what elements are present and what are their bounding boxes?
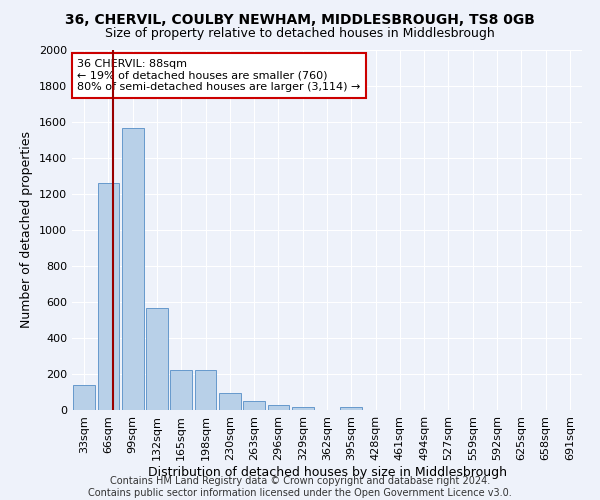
Bar <box>194 370 217 410</box>
Bar <box>170 370 192 410</box>
Text: 36 CHERVIL: 88sqm
← 19% of detached houses are smaller (760)
80% of semi-detache: 36 CHERVIL: 88sqm ← 19% of detached hous… <box>77 59 361 92</box>
Bar <box>73 385 95 410</box>
Bar <box>243 401 265 410</box>
X-axis label: Distribution of detached houses by size in Middlesbrough: Distribution of detached houses by size … <box>148 466 506 478</box>
Bar <box>97 183 119 410</box>
Bar <box>292 407 314 410</box>
Bar <box>268 405 289 410</box>
Bar <box>122 128 143 410</box>
Text: 36, CHERVIL, COULBY NEWHAM, MIDDLESBROUGH, TS8 0GB: 36, CHERVIL, COULBY NEWHAM, MIDDLESBROUG… <box>65 12 535 26</box>
Bar <box>219 393 241 410</box>
Y-axis label: Number of detached properties: Number of detached properties <box>20 132 34 328</box>
Bar <box>340 407 362 410</box>
Text: Size of property relative to detached houses in Middlesbrough: Size of property relative to detached ho… <box>105 28 495 40</box>
Bar <box>146 308 168 410</box>
Text: Contains HM Land Registry data © Crown copyright and database right 2024.
Contai: Contains HM Land Registry data © Crown c… <box>88 476 512 498</box>
